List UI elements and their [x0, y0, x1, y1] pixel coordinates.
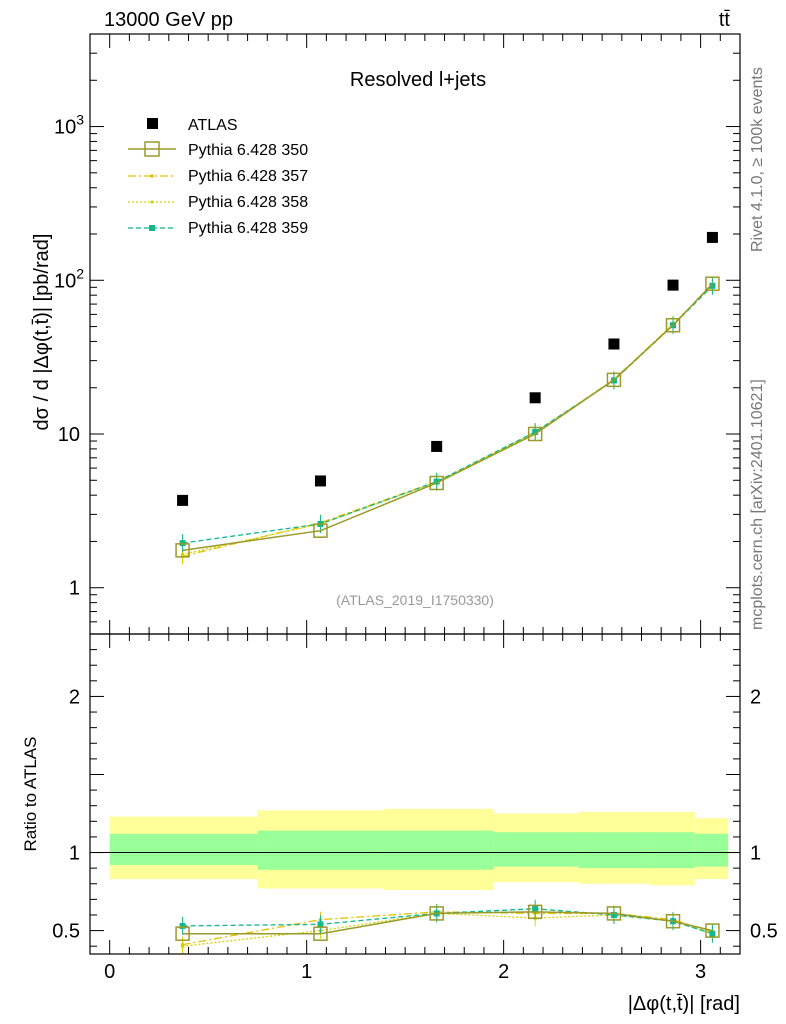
legend-marker-atlas — [147, 118, 158, 129]
legend-marker-358 — [150, 200, 154, 204]
band-inner — [578, 832, 650, 869]
legend-item-359: Pythia 6.428 359 — [128, 220, 308, 237]
y-tick-label-exp: 2 — [76, 265, 84, 281]
main-point-atlas — [177, 494, 189, 506]
legend-marker-357 — [150, 174, 154, 178]
process-label: tt̄ — [719, 9, 731, 31]
ratio-tick-label-left: 1 — [69, 843, 80, 865]
chart-title: Resolved l+jets — [350, 69, 486, 91]
legend-marker-359 — [149, 225, 155, 231]
ratio-tick-label-right: 0.5 — [750, 921, 778, 943]
legend-item-350: Pythia 6.428 350 — [128, 141, 308, 159]
main-line-359 — [182, 285, 713, 544]
legend-label-357: Pythia 6.428 357 — [188, 168, 308, 185]
legend: ATLAS Pythia 6.428 350 Pythia 6.428 357 … — [128, 117, 308, 237]
band-inner — [383, 830, 494, 870]
main-point-atlas — [431, 440, 443, 452]
legend-label-359: Pythia 6.428 359 — [188, 220, 308, 237]
legend-item-357: Pythia 6.428 357 — [128, 168, 308, 185]
legend-item-atlas: ATLAS — [147, 117, 238, 134]
band-inner — [493, 832, 579, 867]
ratio-tick-label-left: 0.5 — [52, 921, 80, 943]
rivet-version-label: Rivet 4.1.0, ≥ 100k events — [749, 67, 766, 252]
main-point-350 — [527, 426, 543, 442]
y-tick-label: 1 — [69, 578, 80, 600]
y-tick-label-base: 10 — [54, 270, 76, 292]
mcplots-label: mcplots.cern.ch [arXiv:2401.10621] — [749, 379, 766, 630]
x-tick-label: 2 — [498, 961, 509, 983]
ratio-point-350 — [313, 926, 328, 941]
main-point-atlas — [529, 392, 541, 404]
main-line-358 — [182, 284, 713, 555]
ratio-tick-label-right: 2 — [750, 686, 761, 708]
y-axis-label: dσ / d |Δφ(t,t̄)| [pb/rad] — [31, 234, 53, 431]
analysis-watermark: (ATLAS_2019_I1750330) — [336, 592, 494, 608]
y-tick-label-base: 10 — [54, 117, 76, 139]
main-line-350 — [182, 283, 713, 552]
ratio-frame — [89, 633, 741, 955]
ratio-point-350 — [705, 923, 720, 938]
legend-label-350: Pythia 6.428 350 — [188, 142, 308, 159]
y-tick-label: 10 — [58, 424, 80, 446]
ratio-data-layer — [175, 899, 720, 955]
main-point-350 — [705, 276, 720, 291]
ratio-tick-label-left: 2 — [69, 686, 80, 708]
main-point-atlas — [314, 475, 326, 487]
band-inner — [257, 830, 384, 870]
main-point-atlas — [667, 279, 679, 291]
energy-label: 13000 GeV pp — [104, 9, 233, 31]
legend-label-atlas: ATLAS — [188, 117, 238, 134]
ratio-point-350 — [606, 906, 622, 921]
band-inner — [109, 833, 258, 866]
y-tick-label: 102 — [54, 265, 84, 292]
legend-label-358: Pythia 6.428 358 — [188, 194, 308, 211]
band-inner — [694, 833, 729, 867]
legend-marker-350 — [144, 141, 160, 157]
ratio-point-350 — [527, 904, 543, 920]
x-tick-label: 3 — [695, 961, 706, 983]
main-point-350 — [429, 475, 444, 491]
main-point-350 — [313, 523, 328, 538]
x-axis-label: |Δφ(t,t̄)| [rad] — [628, 993, 740, 1015]
y-tick-label: 103 — [54, 112, 84, 139]
ratio-point-350 — [175, 926, 190, 941]
ratio-axis-ticks: 0 1 2 3 0.5 0.5 1 1 2 2 — [52, 633, 778, 983]
ratio-point-350 — [429, 906, 444, 921]
x-tick-label: 1 — [301, 961, 312, 983]
ratio-tick-label-right: 1 — [750, 843, 761, 865]
main-point-atlas — [706, 231, 718, 243]
main-point-350 — [665, 317, 681, 333]
legend-item-358: Pythia 6.428 358 — [128, 194, 308, 211]
ratio-y-axis-label: Ratio to ATLAS — [21, 737, 40, 852]
band-inner — [649, 832, 695, 869]
y-tick-label-exp: 3 — [76, 112, 84, 128]
main-line-357 — [182, 284, 713, 557]
main-point-350 — [175, 543, 190, 558]
uncertainty-bands — [109, 808, 729, 890]
ratio-point-350 — [665, 913, 681, 929]
main-data-layer — [175, 231, 720, 565]
ratio-panel: 0 1 2 3 0.5 0.5 1 1 2 2 Ratio to ATLAS |Δφ(t,t̄)|… — [21, 633, 778, 1015]
main-point-350 — [606, 372, 622, 388]
ratio-line-350 — [182, 911, 713, 935]
x-tick-label: 0 — [104, 961, 115, 983]
main-point-atlas — [608, 338, 620, 350]
